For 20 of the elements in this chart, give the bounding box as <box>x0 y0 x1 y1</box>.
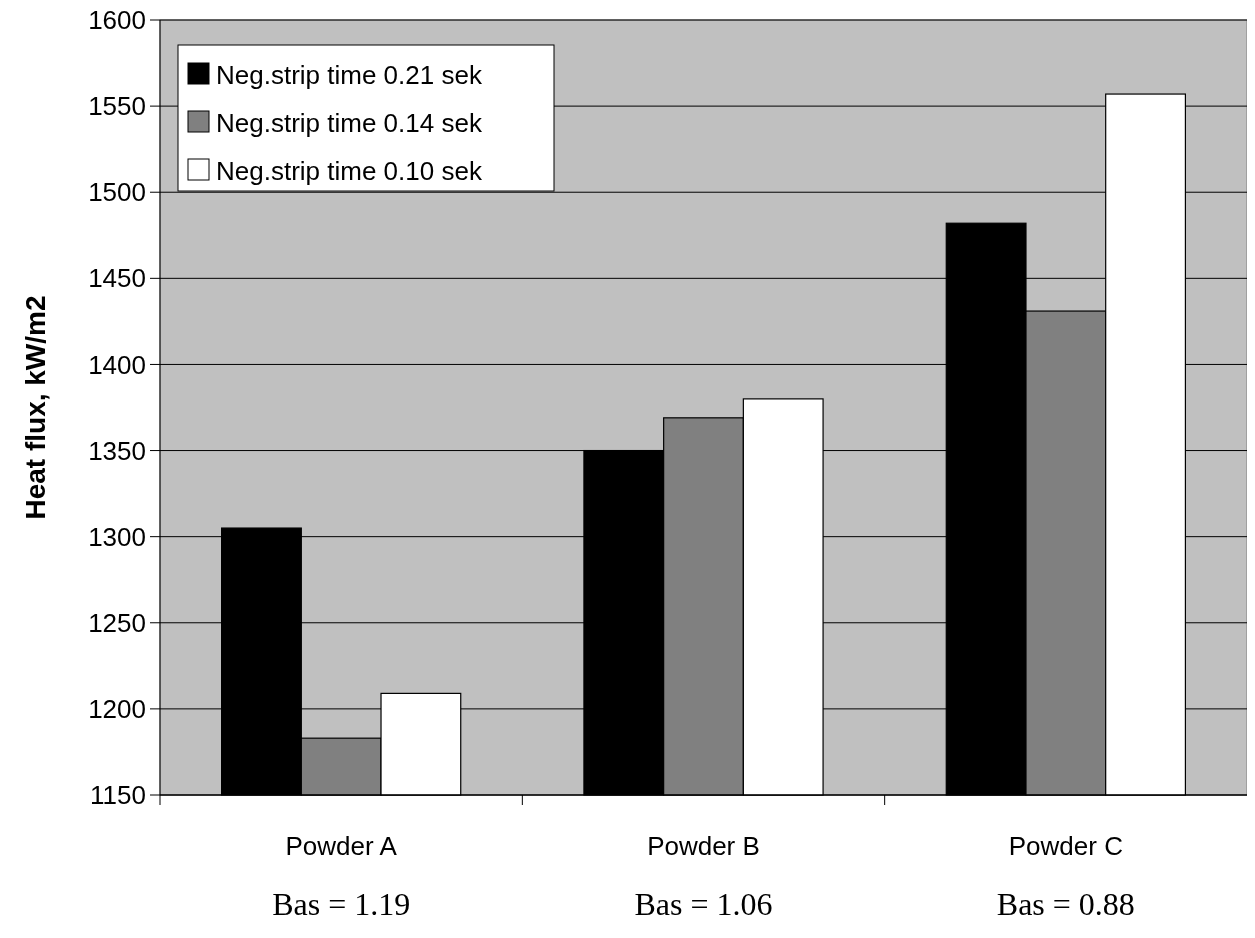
y-tick-label: 1350 <box>88 435 146 466</box>
text: Bas = 1.19 <box>272 886 411 922</box>
y-tick-label: 1500 <box>88 177 146 208</box>
y-axis-title: Heat flux, kW/m2 <box>20 295 51 520</box>
y-tick-label: 1250 <box>88 607 146 638</box>
y-tick-label: 1550 <box>88 91 146 122</box>
x-tick-label: Powder A <box>285 831 398 861</box>
y-tick-label: 1600 <box>88 5 146 36</box>
legend-label: Neg.strip time 0.14 sek <box>216 108 483 138</box>
y-tick-label: 1450 <box>88 263 146 294</box>
y-tick-label: 1400 <box>88 349 146 380</box>
text: Bas = 1.06 <box>634 886 773 922</box>
x-tick-label: Powder C <box>1008 831 1123 861</box>
y-tick-label: 1150 <box>90 780 146 811</box>
y-tick-label: 1300 <box>88 521 146 552</box>
text: Bas = 0.88 <box>996 886 1135 922</box>
legend-label: Neg.strip time 0.10 sek <box>216 156 483 186</box>
y-tick-label: 1200 <box>88 693 146 724</box>
x-tick-label: Powder B <box>647 831 760 861</box>
legend-label: Neg.strip time 0.21 sek <box>216 60 483 90</box>
